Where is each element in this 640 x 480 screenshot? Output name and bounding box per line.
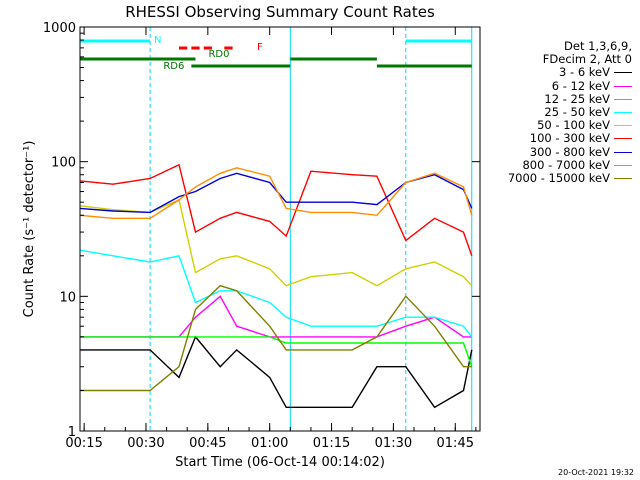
legend-swatch-5 bbox=[614, 138, 632, 140]
series-line-3 bbox=[79, 249, 473, 338]
legend-label-3: 25 - 50 keV bbox=[544, 105, 610, 120]
x-tick-label-3: 01:00 bbox=[251, 436, 288, 451]
x-tick-label-2: 00:45 bbox=[189, 436, 226, 451]
flag-label-rd0: RD0 bbox=[208, 49, 229, 60]
x-tick-label-5: 01:30 bbox=[375, 436, 412, 451]
y-axis-label: Count Rate (s⁻¹ detector⁻¹) bbox=[22, 141, 37, 318]
legend-swatch-8 bbox=[614, 178, 632, 180]
flag-label-n: N bbox=[154, 35, 161, 46]
legend-item-5: 100 - 300 keV bbox=[508, 132, 632, 145]
chart-legend: Det 1,3,6,9, FDecim 2, Att 0 3 - 6 keV 6 … bbox=[507, 39, 632, 186]
plot-frame bbox=[79, 26, 481, 432]
legend-swatch-0 bbox=[614, 72, 632, 74]
series-line-2 bbox=[80, 336, 473, 367]
legend-item-6: 300 - 800 keV bbox=[508, 144, 632, 159]
legend-swatch-2 bbox=[614, 98, 632, 100]
legend-item-1: 6 - 12 keV bbox=[508, 78, 632, 93]
y-tick-label-2: 100 bbox=[51, 156, 76, 171]
legend-swatch-1 bbox=[614, 85, 632, 87]
series-line-5 bbox=[79, 163, 473, 257]
series-line-6 bbox=[79, 172, 473, 214]
x-tick-label-0: 00:15 bbox=[65, 436, 102, 451]
legend-item-8: 7000 - 15000 keV bbox=[507, 171, 632, 186]
y-tick-label-3: 1000 bbox=[43, 21, 76, 36]
legend-label-4: 50 - 100 keV bbox=[537, 118, 610, 133]
legend-item-3: 25 - 50 keV bbox=[508, 105, 632, 120]
legend-title-line-1: Det 1,3,6,9, bbox=[564, 39, 632, 53]
legend-swatch-7 bbox=[614, 164, 632, 166]
legend-title-line-2: FDecim 2, Att 0 bbox=[542, 52, 632, 67]
legend-label-0: 3 - 6 keV bbox=[559, 65, 610, 80]
legend-item-2: 12 - 25 keV bbox=[508, 91, 632, 106]
series-line-4 bbox=[79, 198, 473, 287]
legend-swatch-4 bbox=[614, 125, 632, 127]
legend-item-0: 3 - 6 keV bbox=[508, 66, 632, 79]
series-line-1 bbox=[80, 295, 472, 338]
chart-title: RHESSI Observing Summary Count Rates bbox=[125, 3, 435, 21]
legend-label-7: 800 - 7000 keV bbox=[522, 157, 610, 172]
legend-swatch-3 bbox=[614, 112, 632, 114]
legend-item-7: 800 - 7000 keV bbox=[508, 157, 632, 172]
legend-item-4: 50 - 100 keV bbox=[508, 119, 632, 132]
legend-label-6: 300 - 800 keV bbox=[529, 144, 610, 159]
x-axis-label: Start Time (06-Oct-14 00:14:02) bbox=[175, 455, 385, 470]
x-tick-label-6: 01:45 bbox=[437, 436, 474, 451]
y-tick-label-1: 10 bbox=[59, 290, 76, 305]
x-tick-label-1: 00:30 bbox=[127, 436, 164, 451]
series-line-0 bbox=[80, 335, 473, 409]
y-tick-label-0: 1 bbox=[68, 425, 76, 440]
series-line-8 bbox=[80, 284, 472, 392]
legend-label-8: 7000 - 15000 keV bbox=[507, 171, 610, 186]
legend-swatch-6 bbox=[614, 151, 632, 153]
x-tick-label-4: 01:15 bbox=[313, 436, 350, 451]
flag-label-rd6: RD6 bbox=[163, 61, 184, 72]
legend-label-1: 6 - 12 keV bbox=[551, 78, 610, 93]
legend-label-5: 100 - 300 keV bbox=[529, 131, 610, 146]
legend-label-2: 12 - 25 keV bbox=[544, 91, 610, 106]
series-line-7 bbox=[79, 167, 473, 220]
timestamp: 20-Oct-2021 19:32 bbox=[558, 468, 634, 477]
flag-label-f: F bbox=[257, 42, 263, 53]
